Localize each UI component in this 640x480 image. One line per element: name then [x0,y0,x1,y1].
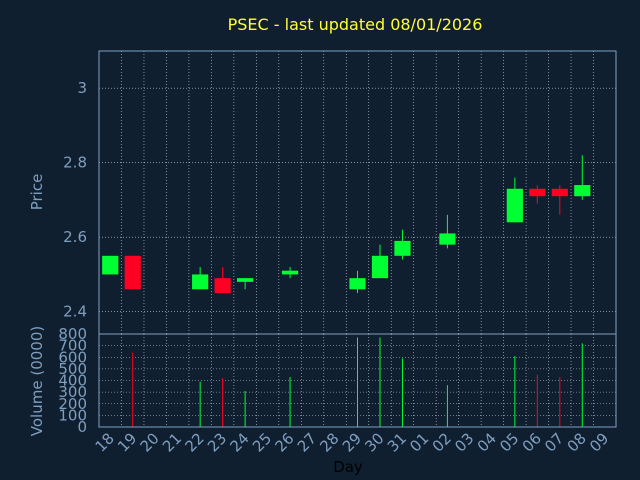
price-tick-label: 2.4 [63,303,87,321]
candle-body [102,255,119,275]
volume-tick-label: 600 [58,348,87,366]
candle-22 [192,266,209,290]
price-panel: 2.4 2.6 2.8 3 [63,50,617,335]
candle-29 [349,270,366,294]
volume-tick-label: 700 [58,337,87,355]
volume-axis-label: Volume (0000) [28,326,46,436]
volume-tick-label: 300 [58,383,87,401]
candle-body [371,255,389,279]
candle-31 [394,229,411,260]
candle-23 [214,266,231,294]
candle-body [237,278,254,282]
chart-title: PSEC - last updated 08/01/2026 [228,15,483,34]
candle-02 [439,214,456,249]
price-tick-label: 2.6 [63,228,87,246]
candle-body [281,270,299,275]
candle-07 [551,185,568,215]
volume-tick-label: 0 [77,418,87,436]
volume-frame [98,333,617,428]
candle-08 [574,155,591,200]
candle-body [192,274,209,290]
candle-body [529,188,546,197]
volume-tick-label: 100 [58,406,87,424]
x-axis-label: Day [333,458,363,476]
candle-05 [506,177,523,223]
candle-body [124,255,141,290]
candle-06 [529,185,546,204]
volume-panel: 0100200300400500600700800181920212223242… [58,325,617,456]
price-tick-label: 3 [77,79,87,97]
volume-tick-label: 500 [58,360,87,378]
candle-body [574,185,591,197]
candle-body [439,233,456,245]
volume-tick-label: 400 [58,372,87,390]
candle-body [506,188,523,223]
candle-24 [237,278,254,290]
candle-body [349,278,366,290]
volume-tick-label: 800 [58,325,87,343]
candle-30 [371,244,389,279]
candle-19 [124,255,141,290]
candle-26 [281,266,299,279]
candle-18 [102,255,119,275]
price-tick-label: 2.8 [63,154,87,172]
candle-body [551,188,568,197]
x-tick-label: 09 [586,429,612,455]
volume-tick-label: 200 [58,395,87,413]
price-axis-label: Price [28,174,46,211]
candle-body [394,240,411,256]
candle-body [214,278,231,294]
